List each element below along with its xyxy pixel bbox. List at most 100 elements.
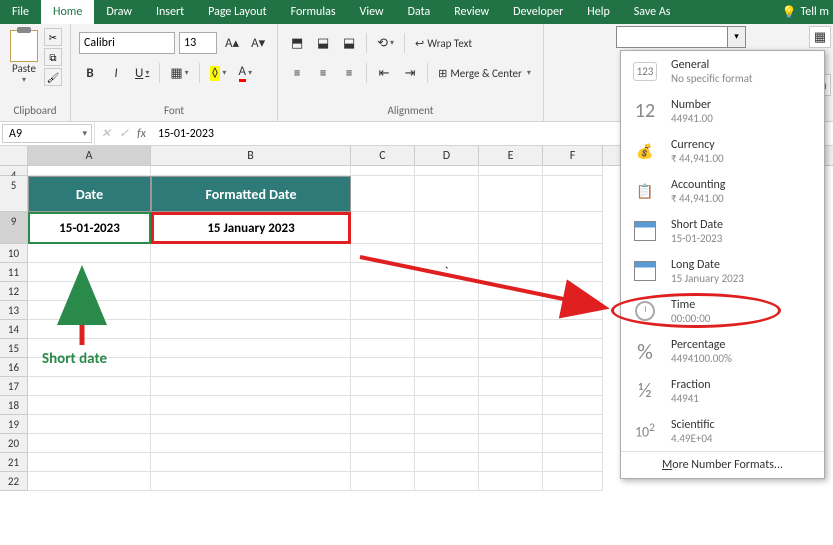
merge-center-button[interactable]: ⊞ Merge & Center [434,62,535,84]
cell[interactable] [151,166,351,176]
select-all-corner[interactable] [0,146,28,165]
row-header[interactable]: 16 [0,358,28,377]
cell[interactable] [479,377,543,396]
cell[interactable] [151,282,351,301]
name-box[interactable]: A9 [2,124,92,143]
tab-page-layout[interactable]: Page Layout [196,0,278,24]
cell[interactable] [479,166,543,176]
cell[interactable]: 15 January 2023 [151,212,351,244]
cell[interactable] [351,320,415,339]
underline-button[interactable]: U [131,62,153,84]
cell[interactable] [151,453,351,472]
cell[interactable] [543,282,603,301]
row-header[interactable]: 13 [0,301,28,320]
cell[interactable] [28,453,151,472]
row-header[interactable]: 17 [0,377,28,396]
cell[interactable] [479,301,543,320]
cell[interactable] [543,320,603,339]
row-header[interactable]: 20 [0,434,28,453]
cell[interactable] [543,396,603,415]
tell-me[interactable]: 💡 Tell m [777,0,833,24]
cell[interactable] [351,244,415,263]
format-painter-button[interactable]: 🖌 [44,68,62,86]
row-header[interactable]: 22 [0,472,28,491]
cell[interactable] [28,472,151,491]
decrease-indent-button[interactable]: ⇤ [373,62,395,84]
cell[interactable] [543,244,603,263]
row-header[interactable]: 14 [0,320,28,339]
cell[interactable] [415,282,479,301]
tab-draw[interactable]: Draw [94,0,144,24]
align-center-button[interactable]: ≡ [312,62,334,84]
cell[interactable] [479,434,543,453]
increase-indent-button[interactable]: ⇥ [399,62,421,84]
cell[interactable] [479,415,543,434]
row-header[interactable]: 4 [0,166,28,176]
tab-file[interactable]: File [0,0,41,24]
more-number-formats[interactable]: More Number Formats... [621,451,824,478]
cell[interactable] [151,320,351,339]
cell[interactable] [151,472,351,491]
cell[interactable] [543,434,603,453]
cell[interactable] [543,472,603,491]
align-top-button[interactable]: ⬒ [286,32,308,54]
align-bottom-button[interactable]: ⬓ [338,32,360,54]
cell[interactable] [151,301,351,320]
cell[interactable] [415,320,479,339]
cell[interactable] [543,301,603,320]
decrease-font-button[interactable]: A▾ [247,32,269,54]
cell[interactable] [351,301,415,320]
align-middle-button[interactable]: ⬓ [312,32,334,54]
font-color-button[interactable]: A [234,62,256,84]
cell[interactable] [543,166,603,176]
number-format-combo[interactable]: ▾ [616,26,746,48]
tab-formulas[interactable]: Formulas [279,0,348,24]
tab-developer[interactable]: Developer [501,0,575,24]
cell[interactable]: 15-01-2023 [28,212,151,244]
row-header[interactable]: 15 [0,339,28,358]
row-header[interactable]: 18 [0,396,28,415]
tab-review[interactable]: Review [442,0,501,24]
col-header-b[interactable]: B [151,146,351,165]
cell[interactable] [351,434,415,453]
cell[interactable]: Date [28,176,151,212]
cell[interactable] [415,301,479,320]
cell[interactable] [415,358,479,377]
cell[interactable] [351,453,415,472]
cell[interactable] [415,453,479,472]
cell[interactable] [28,263,151,282]
format-item-currency[interactable]: 💰 Currency ₹ 44,941.00 [621,131,824,171]
copy-button[interactable]: ⧉ [44,48,62,66]
cell[interactable] [151,377,351,396]
format-item-short-date[interactable]: Short Date 15-01-2023 [621,211,824,251]
orientation-button[interactable]: ⟲ [373,32,398,54]
cell[interactable] [351,166,415,176]
row-header[interactable]: 12 [0,282,28,301]
cell[interactable] [479,396,543,415]
cell[interactable] [543,339,603,358]
cell[interactable] [28,377,151,396]
row-header[interactable]: 19 [0,415,28,434]
row-header[interactable]: 9 [0,212,28,244]
cell[interactable] [479,320,543,339]
align-left-button[interactable]: ≡ [286,62,308,84]
conditional-formatting-button[interactable]: ▦ [809,26,831,48]
cell[interactable] [479,282,543,301]
col-header-a[interactable]: A [28,146,151,165]
cell[interactable] [479,472,543,491]
cell[interactable]: ` [415,263,479,282]
cell[interactable] [351,176,415,212]
col-header-d[interactable]: D [415,146,479,165]
cell[interactable] [28,282,151,301]
cell[interactable] [351,415,415,434]
cell[interactable] [415,472,479,491]
cell[interactable] [28,396,151,415]
enter-icon[interactable]: ✓ [119,126,129,141]
tab-data[interactable]: Data [396,0,443,24]
cell[interactable] [415,339,479,358]
cell[interactable] [351,358,415,377]
bold-button[interactable]: B [79,62,101,84]
cell[interactable] [479,212,543,244]
cell[interactable] [415,212,479,244]
cell[interactable] [415,176,479,212]
